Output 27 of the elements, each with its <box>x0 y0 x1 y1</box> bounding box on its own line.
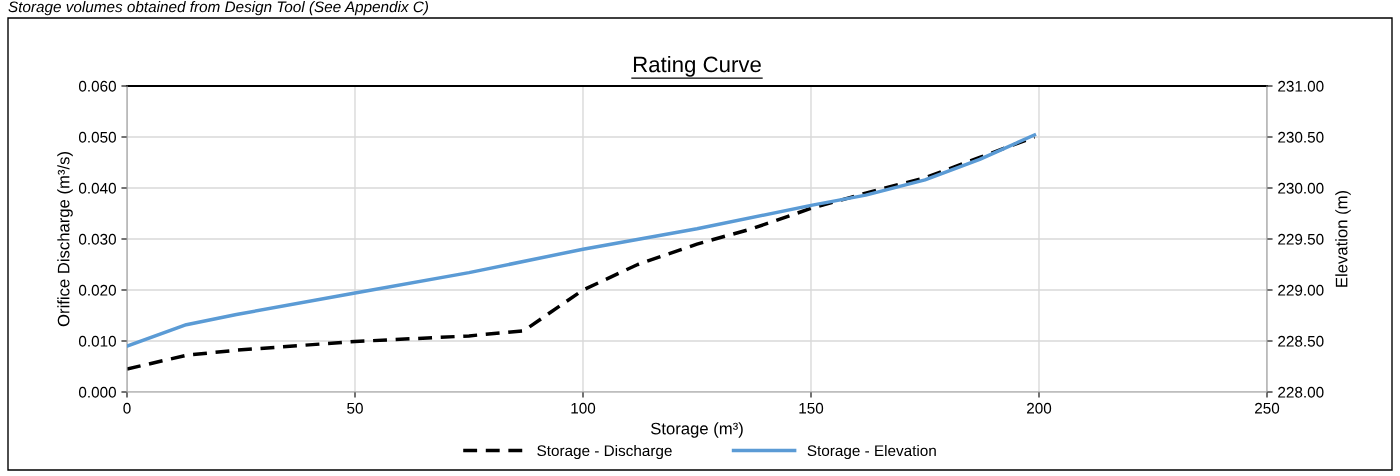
x-tick-label: 0 <box>123 402 131 414</box>
legend-label: Storage - Discharge <box>537 444 672 460</box>
x-axis-title: Storage (m³) <box>650 422 743 438</box>
y2-tick-label: 228.00 <box>1278 386 1324 398</box>
x-tick-label: 100 <box>571 402 596 414</box>
legend-label: Storage - Elevation <box>807 444 936 460</box>
y2-axis-title: Elevation (m) <box>1335 190 1351 287</box>
y2-tick-label: 230.50 <box>1278 131 1324 143</box>
y-tick-label: 0.020 <box>78 284 116 296</box>
y-tick-label: 0.000 <box>78 386 116 398</box>
y-tick-label: 0.030 <box>78 233 116 245</box>
y2-tick-label: 229.50 <box>1278 233 1324 245</box>
y2-tick-label: 231.00 <box>1278 80 1324 92</box>
text: Storage volumes obtained from Design Tool (See Appendix C) <box>8 1 429 16</box>
y2-tick-label: 230.00 <box>1278 182 1324 194</box>
y-tick-label: 0.060 <box>78 80 116 92</box>
x-tick-label: 250 <box>1255 402 1280 414</box>
y-tick-label: 0.040 <box>78 182 116 194</box>
chart-title: Rating Curve <box>633 56 761 77</box>
x-tick-label: 150 <box>799 402 824 414</box>
y-axis-title: Orifice Discharge (m³/s) <box>57 152 73 327</box>
y-tick-label: 0.050 <box>78 131 116 143</box>
y2-tick-label: 228.50 <box>1278 335 1324 347</box>
y2-tick-label: 229.00 <box>1278 284 1324 296</box>
y-tick-label: 0.010 <box>78 335 116 347</box>
x-tick-label: 50 <box>347 402 363 414</box>
x-tick-label: 200 <box>1027 402 1052 414</box>
